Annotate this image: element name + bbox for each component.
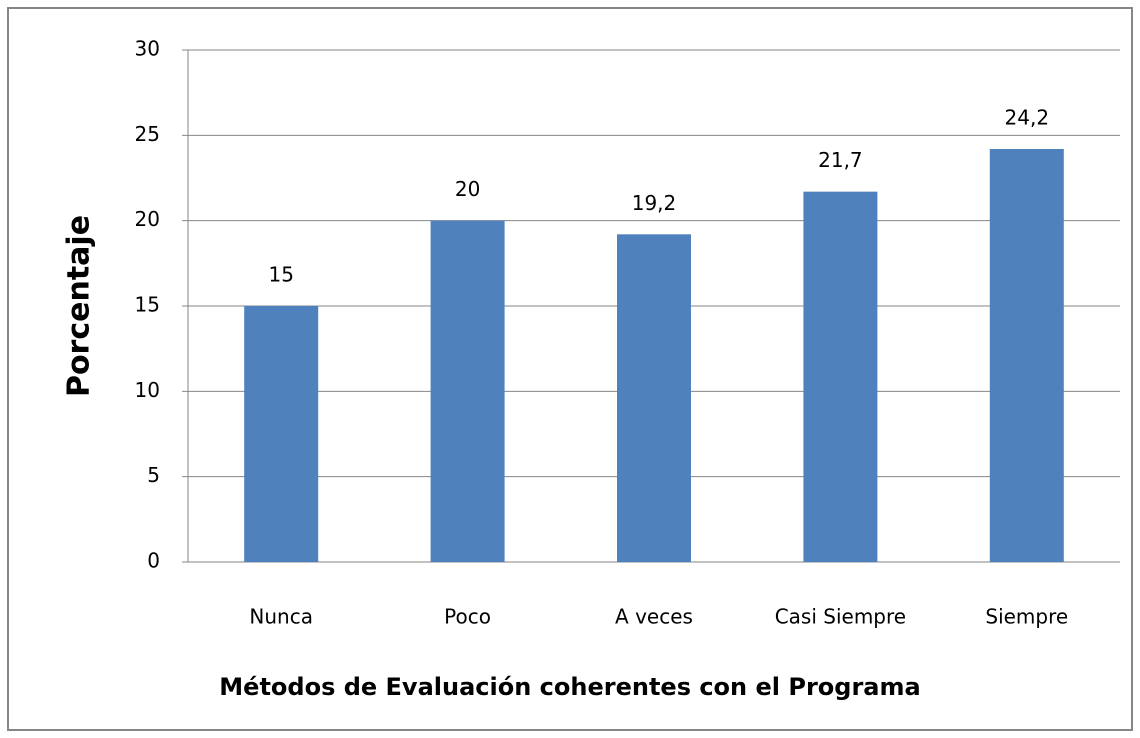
data-label: 19,2: [632, 191, 677, 215]
x-tick-label: Poco: [444, 605, 491, 629]
bar: [617, 234, 691, 562]
bar: [803, 191, 878, 563]
y-axis-title: Porcentaje: [62, 215, 97, 397]
data-label: 15: [268, 263, 293, 287]
y-tick-label: 10: [135, 378, 160, 402]
chart-border: [7, 7, 1133, 731]
y-tick-label: 15: [135, 293, 160, 317]
x-tick-label: A veces: [615, 605, 693, 629]
data-label: 24,2: [1005, 105, 1050, 129]
x-tick-label: Casi Siempre: [775, 605, 906, 629]
x-tick-label: Nunca: [249, 605, 313, 629]
y-tick-label: 30: [135, 37, 160, 61]
bar: [989, 148, 1064, 562]
y-tick-label: 5: [147, 463, 160, 487]
x-tick-label: Siempre: [985, 605, 1068, 629]
data-label: 20: [455, 177, 480, 201]
y-tick-label: 20: [135, 207, 160, 231]
y-tick-label: 0: [147, 549, 160, 573]
bar: [430, 220, 505, 562]
y-tick-label: 25: [135, 122, 160, 146]
data-label: 21,7: [818, 148, 863, 172]
x-axis-title: Métodos de Evaluación coherentes con el …: [219, 673, 920, 701]
bar: [244, 306, 319, 562]
